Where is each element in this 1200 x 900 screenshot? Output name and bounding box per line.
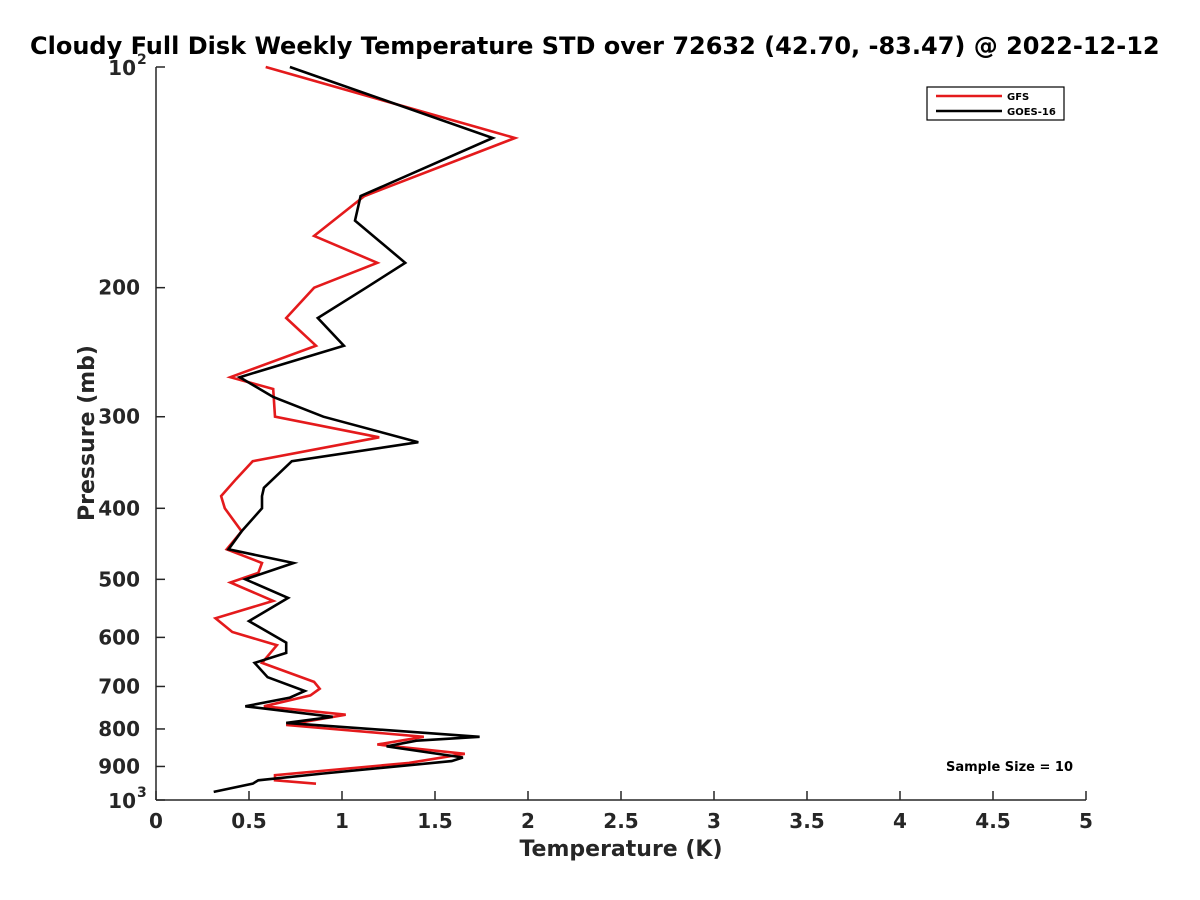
y-tick-label: 600: [98, 625, 140, 649]
sample-size-annotation: Sample Size = 10: [946, 760, 1073, 775]
x-tick-label: 1: [335, 809, 349, 833]
x-tick-label: 4.5: [975, 809, 1010, 833]
y-tick-label-base: 10: [108, 56, 136, 80]
x-ticks: 0 0.5 1 1.5 2 2.5 3 3.5 4 4.5 5: [149, 791, 1093, 833]
y-axis-label: Pressure (mb): [75, 345, 100, 521]
y-tick-label: 300: [98, 405, 140, 429]
x-tick-label: 1.5: [417, 809, 452, 833]
legend: GFS GOES-16: [926, 86, 1065, 121]
series-line-gfs: [212, 65, 520, 785]
y-tick-label: 10: [108, 789, 136, 813]
x-tick-label: 3.5: [789, 809, 824, 833]
x-tick-label: 3: [707, 809, 721, 833]
y-tick-label: 500: [98, 567, 140, 591]
legend-label-goes16: GOES-16: [1007, 107, 1056, 118]
x-tick-label: 0: [149, 809, 163, 833]
legend-box: [926, 86, 1065, 121]
chart-title: Cloudy Full Disk Weekly Temperature STD …: [30, 32, 1160, 60]
x-tick-label: 2.5: [603, 809, 638, 833]
series-layer: [212, 65, 520, 794]
x-tick-label: 5: [1079, 809, 1093, 833]
y-tick-label: 700: [98, 674, 140, 698]
x-axis-label: Temperature (K): [519, 837, 722, 862]
y-tick-label: 900: [98, 754, 140, 778]
legend-label-gfs: GFS: [1007, 92, 1029, 103]
y-tick-label: 400: [98, 496, 140, 520]
y-tick-label: 200: [98, 276, 140, 300]
y-tick-label: 800: [98, 717, 140, 741]
y-tick-label-exponent: 2: [137, 52, 147, 68]
x-tick-label: 0.5: [231, 809, 266, 833]
y-tick-label: 10: [108, 56, 136, 80]
x-tick-label: 2: [521, 809, 535, 833]
y-tick-label-exponent: 3: [137, 785, 147, 801]
series-line-goes16: [213, 65, 497, 794]
plot-area: [155, 67, 1086, 801]
y-tick-label-base: 10: [108, 789, 136, 813]
x-tick-label: 4: [893, 809, 907, 833]
